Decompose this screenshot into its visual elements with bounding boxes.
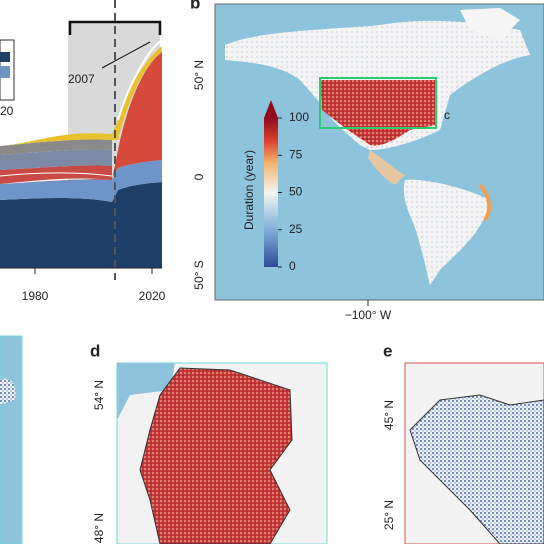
area xyxy=(0,149,112,170)
coast xyxy=(478,183,492,222)
south-america xyxy=(403,179,490,285)
greenland xyxy=(460,8,520,40)
panel-a: 1980 2020 20 2007 xyxy=(0,0,166,303)
central-america xyxy=(368,150,405,185)
china xyxy=(409,394,544,544)
panel-letter: d xyxy=(90,341,100,360)
area xyxy=(0,182,162,268)
annotation-line xyxy=(101,41,151,69)
land xyxy=(0,378,16,405)
colorbar-label: Duration (year) xyxy=(242,150,256,230)
lat-label: 50° S xyxy=(192,260,206,289)
lat-label: 45° N xyxy=(382,400,396,430)
panel-e: e 45° N 25° N xyxy=(382,341,544,544)
x-tick-label: 1980 xyxy=(22,289,49,303)
colorbar-arrow xyxy=(264,100,278,118)
area xyxy=(0,52,162,184)
panel-letter: e xyxy=(383,341,392,360)
lat-label: 50° N xyxy=(192,60,206,90)
colorbar: Duration (year) 0 25 50 75 100 xyxy=(242,100,309,273)
colorbar-fill xyxy=(264,118,278,267)
legend-swatch xyxy=(0,52,10,62)
inset-box xyxy=(319,77,437,129)
panel-d: d 54° N 48° N xyxy=(90,341,328,544)
germany xyxy=(139,367,293,544)
colorbar-tick-label: 0 xyxy=(289,259,296,273)
lat-label: 0 xyxy=(192,173,206,180)
colorbar-tick-label: 75 xyxy=(289,147,303,161)
lat-label: 54° N xyxy=(92,380,106,410)
panel-b: b c 50° N 0 50° S −100° W Duration (year… xyxy=(190,0,544,322)
legend-text: 20 xyxy=(0,104,14,118)
sea xyxy=(117,363,175,420)
usa xyxy=(320,80,436,146)
area xyxy=(0,160,162,202)
colorbar-tick-label: 50 xyxy=(289,185,303,199)
legend-swatch xyxy=(0,66,10,78)
area xyxy=(0,46,162,146)
colorbar-tick-label: 100 xyxy=(289,110,309,124)
x-tick-label: 2020 xyxy=(139,289,166,303)
area xyxy=(0,139,112,155)
area-edge xyxy=(0,172,113,177)
map-fragment xyxy=(0,335,23,544)
area-edge xyxy=(117,39,163,121)
colorbar-tick-label: 25 xyxy=(289,222,303,236)
annotation: 2007 xyxy=(68,72,95,86)
area xyxy=(0,165,112,184)
bracket xyxy=(68,20,162,35)
lon-label: −100° W xyxy=(345,308,392,322)
lat-label: 48° N xyxy=(92,513,106,543)
lat-label: 25° N xyxy=(382,500,396,530)
panel-letter: b xyxy=(190,0,200,12)
inset-label: c xyxy=(444,108,450,122)
